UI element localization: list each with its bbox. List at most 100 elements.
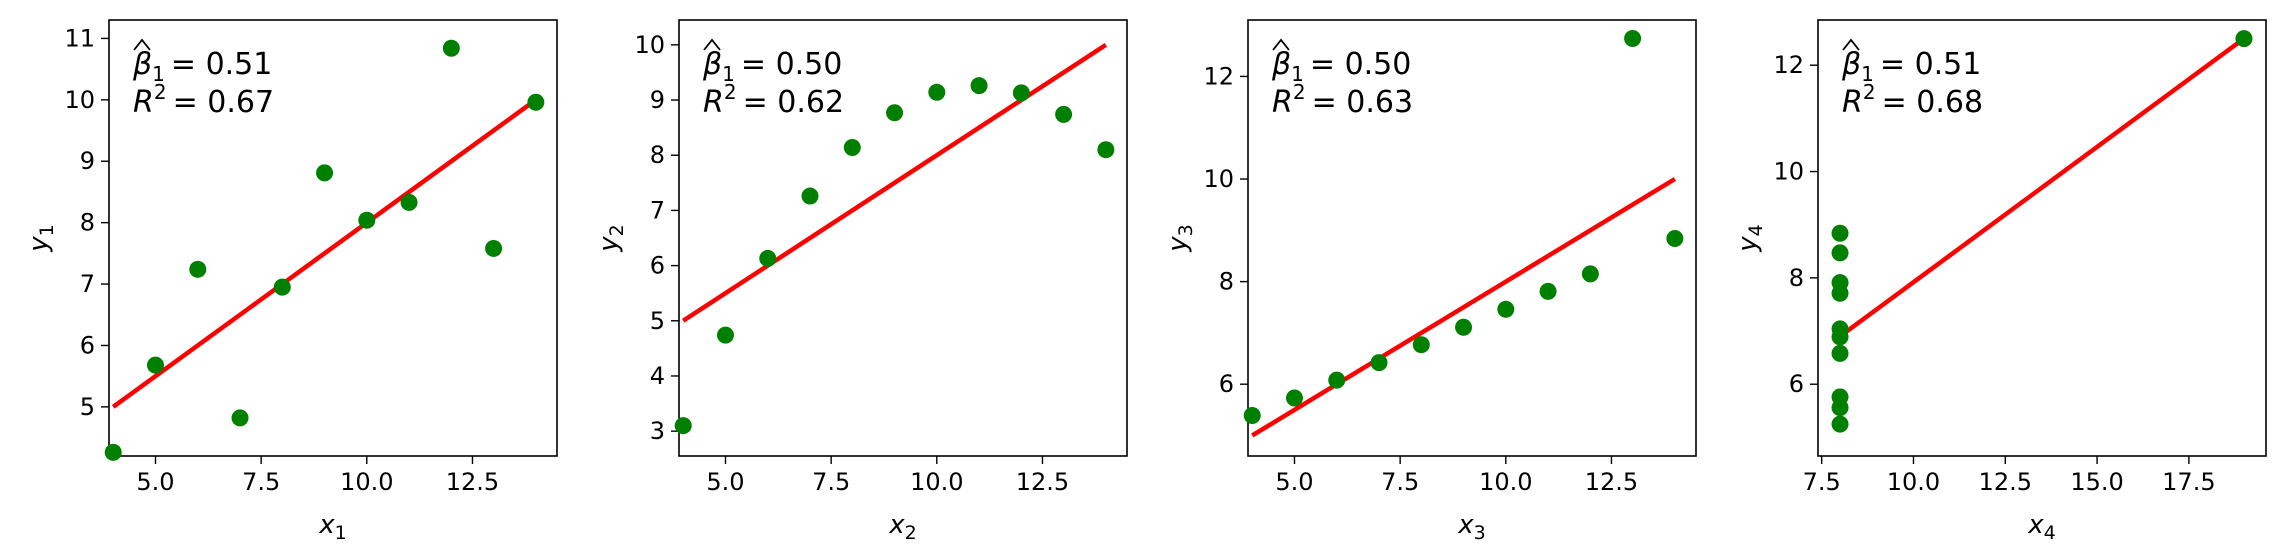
data-point bbox=[1539, 282, 1557, 300]
data-point bbox=[104, 443, 122, 461]
y-tick-label: 9 bbox=[80, 147, 95, 175]
beta-annotation: β1 = 0.50 bbox=[1271, 47, 1411, 86]
y-tick-label: 8 bbox=[650, 141, 665, 169]
x-tick-label: 15.0 bbox=[2070, 468, 2123, 496]
x-tick-label: 17.5 bbox=[2162, 468, 2215, 496]
x-axis-label: x4 bbox=[2027, 510, 2055, 544]
beta-hat-icon bbox=[133, 38, 151, 51]
r-squared-annotation: R2 = 0.67 bbox=[133, 80, 274, 120]
y-tick-label: 7 bbox=[650, 196, 665, 224]
x-tick-label: 5.0 bbox=[1275, 468, 1313, 496]
y-tick-label: 3 bbox=[650, 417, 665, 445]
x-tick-label: 10.0 bbox=[340, 468, 393, 496]
x-tick-label: 5.0 bbox=[136, 468, 174, 496]
axes-frame bbox=[678, 19, 1128, 457]
y-tick-label: 10 bbox=[64, 86, 95, 114]
data-point bbox=[1243, 406, 1261, 424]
y-tick-label: 6 bbox=[650, 252, 665, 280]
data-point bbox=[674, 417, 692, 435]
y-tick-label: 6 bbox=[1219, 370, 1234, 398]
y-tick-label: 8 bbox=[80, 209, 95, 237]
y-tick-label: 6 bbox=[1789, 370, 1804, 398]
y-tick-label: 11 bbox=[64, 24, 95, 52]
data-point bbox=[485, 239, 503, 257]
data-point bbox=[400, 193, 418, 211]
y-tick-label: 9 bbox=[650, 86, 665, 114]
x-tick-label: 12.5 bbox=[1979, 468, 2032, 496]
x-tick-label: 10.0 bbox=[910, 468, 963, 496]
beta-hat-icon bbox=[703, 38, 721, 51]
beta-annotation: β1 = 0.51 bbox=[1841, 47, 1981, 86]
r-squared-annotation: R2 = 0.63 bbox=[1272, 80, 1413, 120]
x-tick-label: 7.5 bbox=[812, 468, 850, 496]
beta-hat-icon bbox=[1842, 38, 1860, 51]
y-axis-label: y1 bbox=[24, 224, 58, 252]
beta-annotation: β1 = 0.51 bbox=[132, 47, 272, 86]
y-tick-label: 7 bbox=[80, 270, 95, 298]
beta-hat-icon bbox=[1272, 38, 1290, 51]
data-point bbox=[527, 93, 545, 111]
data-point bbox=[970, 77, 988, 95]
y-tick-label: 6 bbox=[80, 331, 95, 359]
data-point bbox=[1412, 336, 1430, 354]
data-point bbox=[231, 409, 249, 427]
r-squared-annotation: R2 = 0.62 bbox=[703, 80, 844, 120]
y-tick-label: 8 bbox=[1789, 264, 1804, 292]
y-tick-label: 5 bbox=[650, 307, 665, 335]
data-point bbox=[146, 356, 164, 374]
axes-frame bbox=[108, 19, 558, 457]
data-point bbox=[886, 104, 904, 122]
x-tick-label: 12.5 bbox=[1016, 468, 1069, 496]
fit-line bbox=[1251, 177, 1677, 438]
x-tick-label: 7.5 bbox=[1803, 468, 1841, 496]
x-tick-label: 12.5 bbox=[446, 468, 499, 496]
y-axis-label: y4 bbox=[1733, 224, 1767, 252]
y-tick-label: 10 bbox=[1773, 158, 1804, 186]
data-point bbox=[1831, 328, 1849, 346]
r-squared-annotation: R2 = 0.68 bbox=[1842, 80, 1983, 120]
x-tick-label: 10.0 bbox=[1887, 468, 1940, 496]
data-point bbox=[759, 249, 777, 267]
data-point bbox=[316, 164, 334, 182]
data-point bbox=[843, 138, 861, 156]
data-point bbox=[1455, 318, 1473, 336]
y-tick-label: 10 bbox=[634, 31, 665, 59]
data-point bbox=[442, 39, 460, 57]
data-point bbox=[1831, 415, 1849, 433]
x-tick-label: 7.5 bbox=[1381, 468, 1419, 496]
fit-line bbox=[1838, 36, 2246, 339]
data-point bbox=[1055, 105, 1073, 123]
data-point bbox=[1012, 84, 1030, 102]
y-tick-label: 4 bbox=[650, 362, 665, 390]
data-point bbox=[1831, 224, 1849, 242]
x-tick-label: 5.0 bbox=[706, 468, 744, 496]
y-tick-label: 5 bbox=[80, 393, 95, 421]
data-point bbox=[1831, 244, 1849, 262]
fit-line bbox=[681, 42, 1108, 323]
data-point bbox=[189, 260, 207, 278]
x-axis-label: x3 bbox=[1457, 510, 1485, 544]
axes-frame bbox=[1817, 19, 2267, 457]
fit-line bbox=[111, 98, 538, 409]
y-tick-label: 12 bbox=[1773, 51, 1804, 79]
x-axis-label: x2 bbox=[888, 510, 916, 544]
data-point bbox=[1831, 344, 1849, 362]
data-point bbox=[1328, 371, 1346, 389]
beta-annotation: β1 = 0.50 bbox=[702, 47, 842, 86]
data-point bbox=[1097, 141, 1115, 159]
data-point bbox=[273, 278, 291, 296]
data-point bbox=[1666, 230, 1684, 248]
data-point bbox=[358, 211, 376, 229]
x-tick-label: 10.0 bbox=[1479, 468, 1532, 496]
data-point bbox=[801, 187, 819, 205]
data-point bbox=[1497, 300, 1515, 318]
data-point bbox=[1624, 29, 1642, 47]
x-tick-label: 12.5 bbox=[1585, 468, 1638, 496]
axes-frame bbox=[1247, 19, 1697, 457]
data-point bbox=[1831, 274, 1849, 292]
